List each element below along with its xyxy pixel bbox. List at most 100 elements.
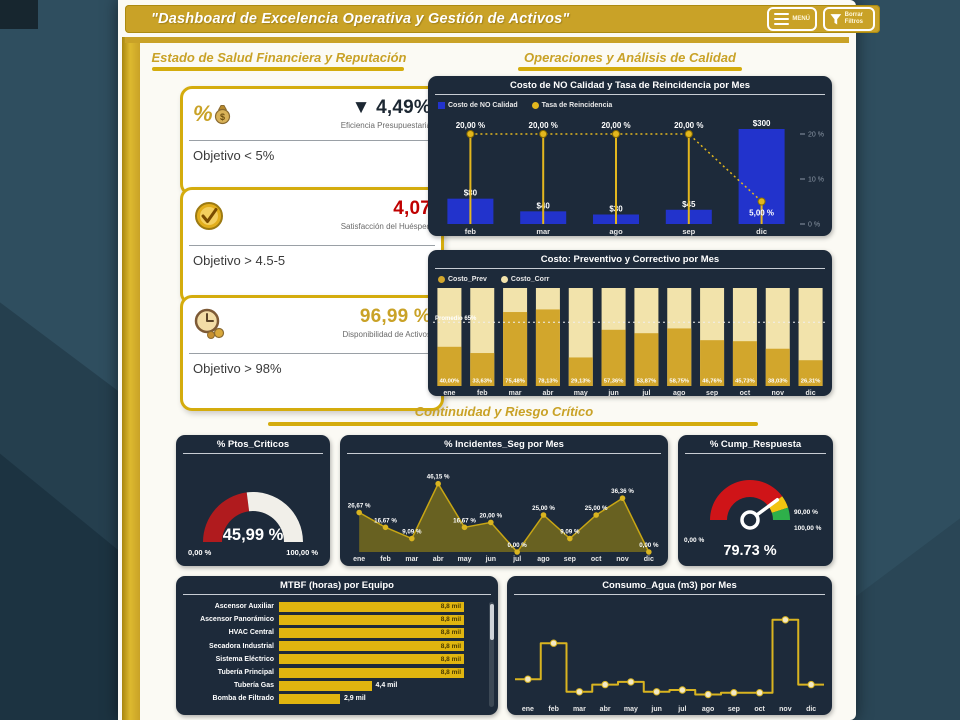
svg-text:feb: feb bbox=[380, 556, 391, 563]
area-chart-incidentes-seg[interactable]: 26,67 % ene 16,67 % feb 9,09 % mar 46,15 % abr 1… bbox=[340, 456, 668, 564]
section-underline-financial bbox=[152, 67, 404, 71]
kpi-divider bbox=[189, 140, 435, 141]
legend-costo-prev-corr: Costo_Prev Costo_Corr bbox=[428, 271, 832, 285]
legend-label: Tasa de Reincidencia bbox=[541, 101, 613, 109]
kpi-value-satisfaccion: 4,07 bbox=[393, 198, 431, 219]
combo-chart-costo-no-calidad[interactable]: 20 %10 %0 %$80feb$40mar$30ago$45sep$300d… bbox=[428, 111, 832, 236]
mtbf-bar[interactable]: 8,8 mil bbox=[279, 654, 464, 665]
svg-text:20,00 %: 20,00 % bbox=[674, 121, 703, 130]
card-rule bbox=[183, 594, 491, 595]
speedometer-cump-respuesta[interactable]: 79.73 % 0,00 % 90,00 % 100,00 % bbox=[678, 456, 833, 560]
svg-text:oct: oct bbox=[740, 390, 751, 396]
mtbf-bar[interactable]: 8,8 mil bbox=[279, 614, 464, 625]
hbar-chart-mtbf[interactable]: Ascensor Auxiliar 8,8 mil Ascensor Panorám… bbox=[176, 597, 498, 706]
legend-item-costo-no-calidad[interactable]: Costo de NO Calidad bbox=[438, 101, 518, 109]
svg-text:0 %: 0 % bbox=[808, 222, 820, 229]
svg-text:$: $ bbox=[220, 112, 225, 122]
legend-label: Costo de NO Calidad bbox=[448, 101, 518, 109]
svg-text:5,00 %: 5,00 % bbox=[749, 209, 774, 218]
mtbf-row[interactable]: Tubería Gas 4,4 mil bbox=[182, 679, 490, 692]
header-underline-bar bbox=[125, 37, 849, 43]
kpi-label-disponibilidad: Disponibilidad de Activos bbox=[342, 330, 432, 339]
svg-text:9,09 %: 9,09 % bbox=[402, 529, 422, 536]
svg-text:abr: abr bbox=[542, 390, 553, 396]
mtbf-row[interactable]: Secadora Industrial 8,8 mil bbox=[182, 640, 490, 653]
background-corner-block bbox=[0, 0, 38, 29]
mtbf-scrollbar-thumb[interactable] bbox=[489, 604, 494, 640]
svg-text:dic: dic bbox=[806, 390, 816, 396]
mtbf-scrollbar-track[interactable] bbox=[489, 602, 494, 707]
page-title: "Dashboard de Excelencia Operativa y Ges… bbox=[151, 11, 570, 27]
legend-swatch bbox=[438, 101, 445, 109]
mtbf-bar[interactable] bbox=[279, 680, 372, 691]
svg-text:ene: ene bbox=[522, 706, 534, 713]
card-incidentes-seg: % Incidentes_Seg por Mes 26,67 % ene 16,67… bbox=[340, 435, 668, 566]
svg-text:sep: sep bbox=[706, 390, 718, 396]
svg-text:20,00 %: 20,00 % bbox=[479, 512, 502, 519]
svg-text:sep: sep bbox=[728, 706, 740, 713]
svg-text:jun: jun bbox=[485, 556, 497, 563]
svg-text:oct: oct bbox=[754, 706, 765, 713]
svg-text:100,00 %: 100,00 % bbox=[286, 548, 318, 557]
legend-item-costo-corr[interactable]: Costo_Corr bbox=[500, 275, 550, 283]
svg-text:58,75%: 58,75% bbox=[669, 379, 689, 385]
chart-title-consumo-agua: Consumo_Agua (m3) por Mes bbox=[602, 580, 737, 591]
mtbf-row[interactable]: HVAC Central 8,8 mil bbox=[182, 626, 490, 639]
kpi-value-eficiencia: ▼ 4,49% bbox=[351, 97, 431, 118]
svg-text:dic: dic bbox=[756, 227, 767, 236]
svg-text:20,00 %: 20,00 % bbox=[601, 121, 630, 130]
mtbf-bar[interactable]: 8,8 mil bbox=[279, 667, 464, 678]
svg-text:jul: jul bbox=[512, 556, 521, 563]
card-consumo-agua: Consumo_Agua (m3) por Mes ene feb mar abr ma… bbox=[507, 576, 832, 715]
mtbf-bar[interactable]: 8,8 mil bbox=[279, 641, 464, 652]
mtbf-bar[interactable] bbox=[279, 693, 340, 704]
svg-text:16,67 %: 16,67 % bbox=[374, 517, 397, 524]
clear-filters-button[interactable]: Borrar Filtros bbox=[823, 7, 875, 31]
mtbf-row[interactable]: Bomba de Filtrado 2,9 mil bbox=[182, 692, 490, 705]
legend-costo-no-calidad: Costo de NO Calidad Tasa de Reincidencia bbox=[428, 97, 832, 111]
svg-text:46,15 %: 46,15 % bbox=[427, 474, 450, 481]
legend-label: Costo_Corr bbox=[510, 275, 550, 283]
mtbf-row[interactable]: Ascensor Auxiliar 8,8 mil bbox=[182, 600, 490, 613]
svg-text:oct: oct bbox=[591, 556, 602, 563]
left-gold-strip bbox=[122, 37, 140, 720]
svg-text:nov: nov bbox=[779, 706, 792, 713]
kpi-divider bbox=[189, 245, 435, 246]
svg-text:0,00 %: 0,00 % bbox=[639, 542, 659, 549]
mtbf-equipment-label: HVAC Central bbox=[228, 629, 274, 637]
svg-text:20,00 %: 20,00 % bbox=[456, 121, 485, 130]
mtbf-row[interactable]: Sistema Eléctrico 8,8 mil bbox=[182, 653, 490, 666]
card-cump-respuesta: % Cump_Respuesta 79.73 % 0,00 % 90,00 % 100… bbox=[678, 435, 833, 566]
svg-text:may: may bbox=[457, 556, 471, 563]
svg-text:100,00 %: 100,00 % bbox=[794, 525, 822, 532]
menu-button[interactable]: MENÚ bbox=[767, 7, 817, 31]
svg-text:45,99 %: 45,99 % bbox=[223, 526, 284, 544]
gauge-ptos-criticos[interactable]: 45,99 % 0,00 % 100,00 % bbox=[176, 456, 330, 560]
mtbf-bar[interactable]: 8,8 mil bbox=[279, 627, 464, 638]
legend-item-costo-prev[interactable]: Costo_Prev bbox=[438, 275, 487, 283]
kpi-objective-eficiencia: Objetivo < 5% bbox=[193, 148, 275, 163]
svg-text:46,76%: 46,76% bbox=[702, 379, 722, 385]
svg-text:feb: feb bbox=[477, 390, 488, 396]
svg-text:36,36 %: 36,36 % bbox=[611, 488, 634, 495]
svg-text:dic: dic bbox=[806, 706, 816, 713]
svg-text:0,00 %: 0,00 % bbox=[684, 537, 704, 544]
svg-text:$300: $300 bbox=[753, 119, 771, 128]
kpi-card-satisfaccion: 4,07 Satisfacción del Huésped Objetivo >… bbox=[180, 187, 444, 305]
svg-text:ene: ene bbox=[353, 556, 365, 563]
stacked-chart-costo-prev-corr[interactable]: 40,00% ene 33,63% feb 75,48% mar 78,13% abr 29,1… bbox=[428, 285, 832, 396]
mtbf-equipment-label: Ascensor Auxiliar bbox=[214, 603, 274, 611]
section-underline-operations bbox=[518, 67, 742, 71]
section-underline-continuity bbox=[268, 422, 758, 426]
mtbf-row[interactable]: Ascensor Panorámico 8,8 mil bbox=[182, 613, 490, 626]
step-chart-consumo-agua[interactable]: ene feb mar abr may jun jul ago sep oct nov dic bbox=[507, 597, 832, 715]
mtbf-bar[interactable]: 8,8 mil bbox=[279, 601, 464, 612]
mtbf-equipment-label: Bomba de Filtrado bbox=[212, 695, 274, 703]
mtbf-row[interactable]: Tubería Principal 8,8 mil bbox=[182, 666, 490, 679]
legend-swatch bbox=[438, 275, 445, 283]
svg-text:%: % bbox=[193, 101, 213, 126]
legend-item-tasa-reincidencia[interactable]: Tasa de Reincidencia bbox=[531, 101, 613, 109]
gold-check-medal-icon bbox=[193, 198, 237, 237]
svg-text:feb: feb bbox=[465, 227, 477, 236]
